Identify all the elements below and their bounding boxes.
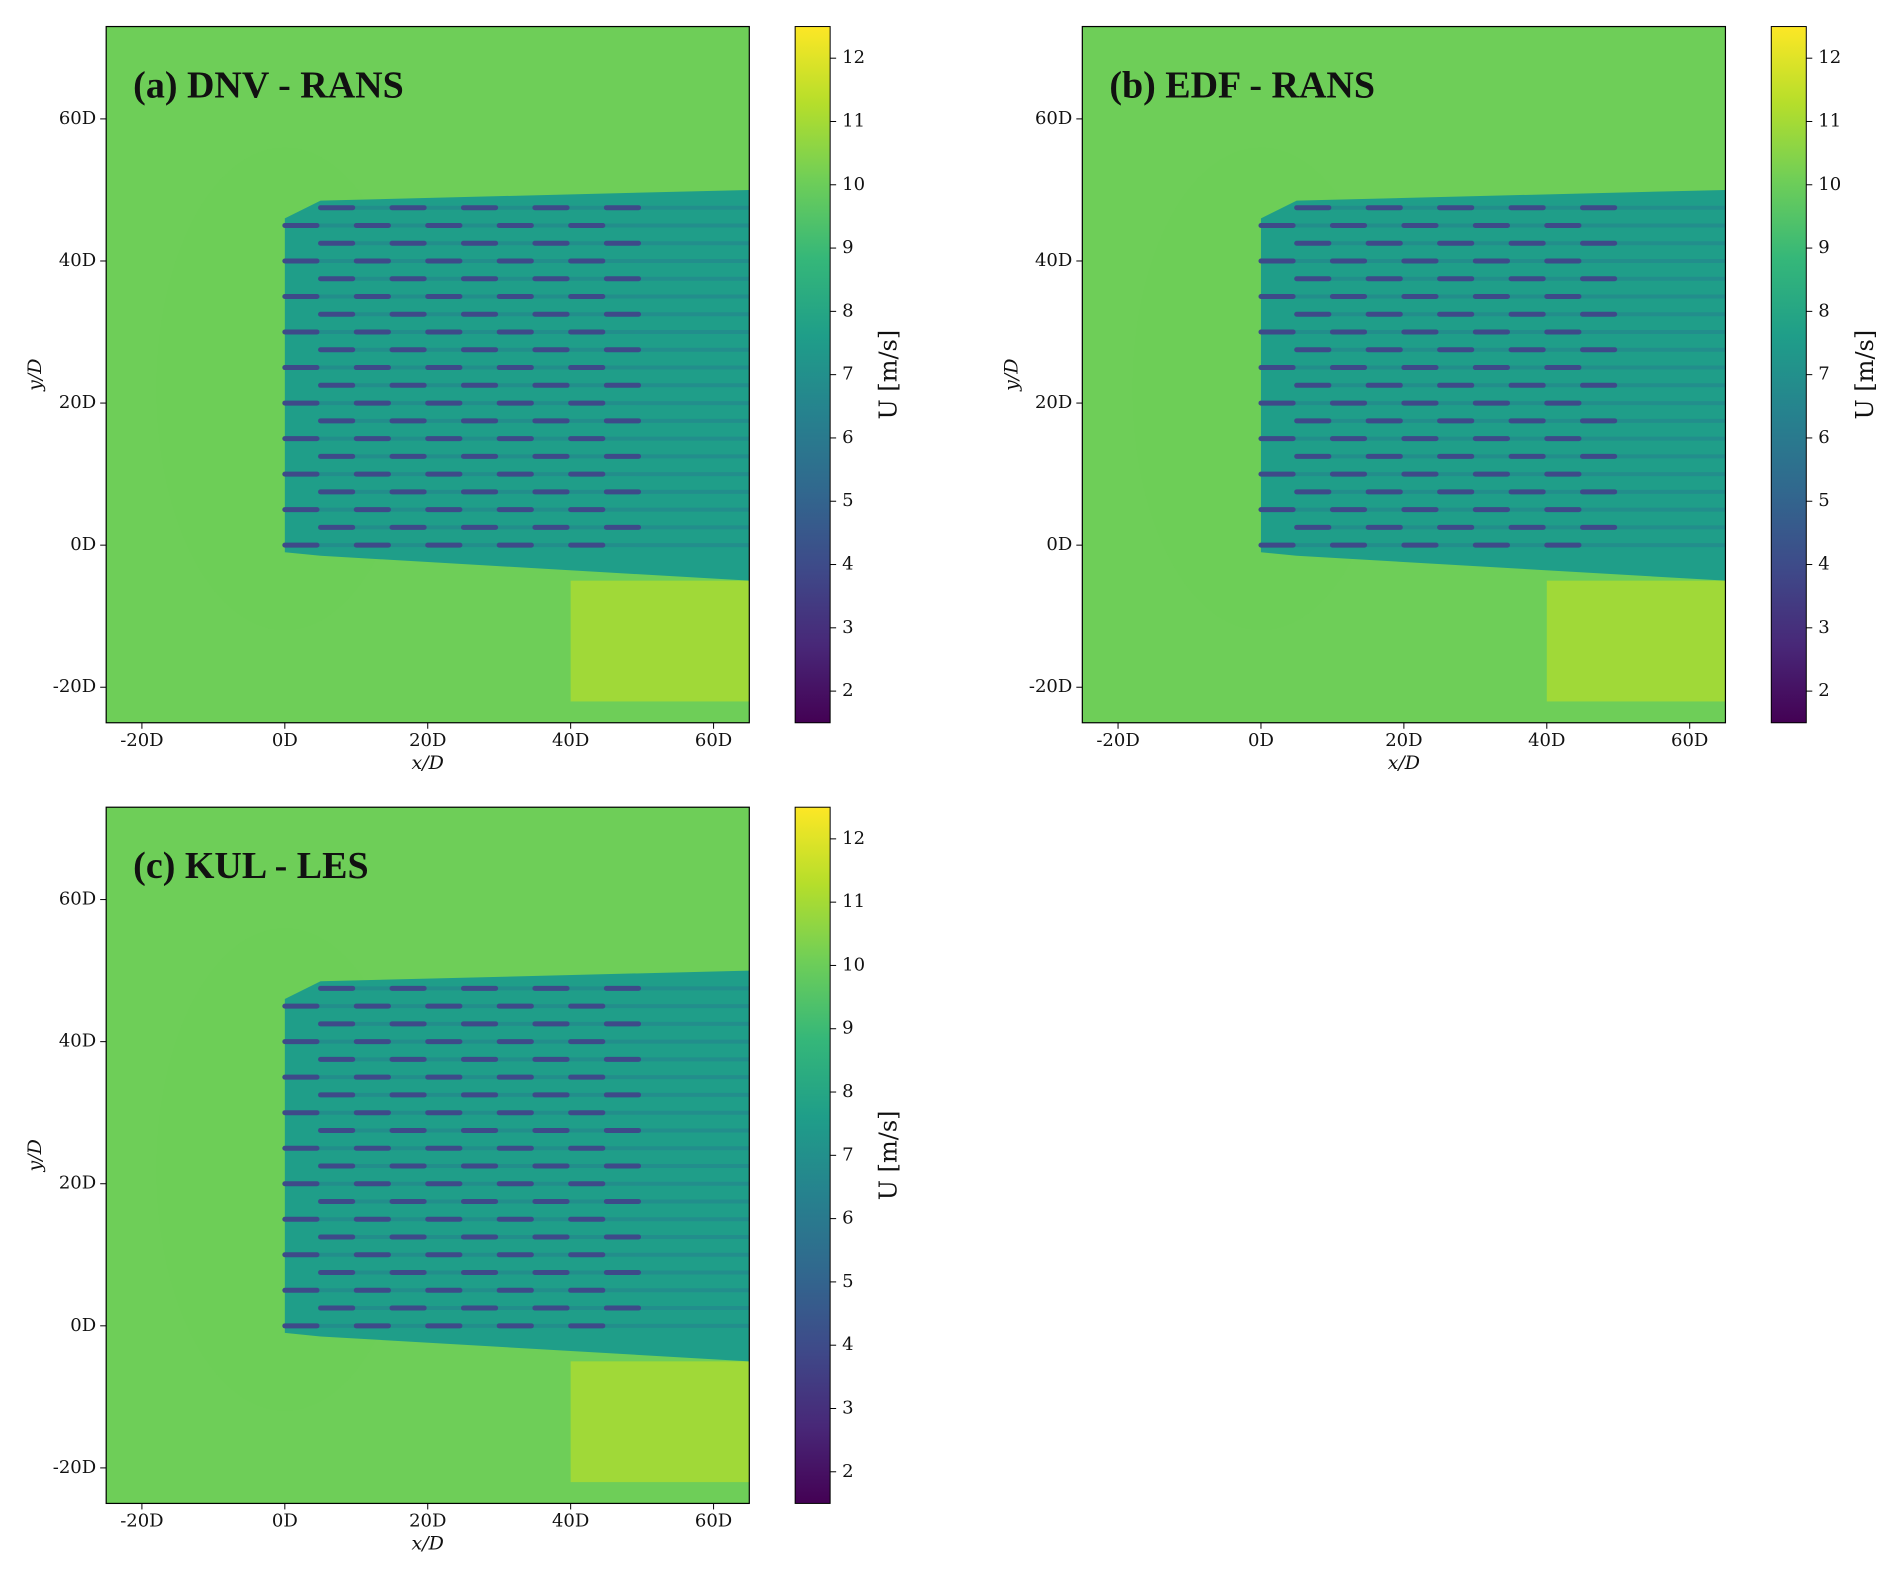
x-axis-label: x/D <box>412 1532 444 1554</box>
x-axis-label: x/D <box>412 752 444 774</box>
colorbar-label: U [m/s] <box>875 330 903 420</box>
colorbar-tick-label: 7 <box>842 364 853 385</box>
field <box>1082 26 1726 723</box>
x-tick-label: -20D <box>120 730 163 751</box>
panel-title: (b) EDF - RANS <box>1109 64 1375 106</box>
x-axis-label: x/D <box>1388 752 1420 774</box>
colorbar-tick-label: 6 <box>842 1208 853 1229</box>
x-tick-label: 0D <box>272 730 298 751</box>
colorbar-tick-label: 9 <box>842 1018 853 1039</box>
colorbar-tick-label: 12 <box>842 828 865 849</box>
y-tick-label: 40D <box>1035 250 1072 271</box>
colorbar-tick-label: 2 <box>842 680 853 701</box>
y-axis-label: y/D <box>24 1139 46 1172</box>
x-tick-label: 60D <box>695 730 732 751</box>
x-tick-label: 0D <box>272 1510 298 1531</box>
colorbar-tick-label: 8 <box>842 300 853 321</box>
colorbar-label: U [m/s] <box>1851 330 1879 420</box>
colorbar-tick-label: 5 <box>842 1271 853 1292</box>
y-tick-label: 60D <box>59 108 96 129</box>
y-tick-label: 0D <box>70 1315 96 1336</box>
x-tick-label: -20D <box>120 1510 163 1531</box>
y-tick-label: -20D <box>1029 676 1072 697</box>
colorbar-tick-label: 12 <box>1818 47 1841 68</box>
y-tick-label: -20D <box>53 1457 96 1478</box>
colorbar-tick-label: 4 <box>842 554 853 575</box>
colorbar <box>1770 26 1807 724</box>
colorbar-tick-label: 8 <box>842 1081 853 1102</box>
colorbar-tick-label: 2 <box>1818 680 1829 701</box>
colorbar-tick-label: 3 <box>1818 617 1829 638</box>
x-tick-label: 60D <box>695 1510 732 1531</box>
colorbar-tick-label: 11 <box>842 891 865 912</box>
colorbar-tick-label: 6 <box>842 427 853 448</box>
y-axis-label: y/D <box>1000 358 1022 391</box>
colorbar-tick-label: 4 <box>1818 554 1829 575</box>
colorbar-tick-label: 10 <box>842 954 865 975</box>
colorbar <box>794 26 831 724</box>
colorbar-tick-label: 11 <box>842 110 865 131</box>
y-tick-label: -20D <box>53 676 96 697</box>
colorbar-tick-label: 12 <box>842 47 865 68</box>
y-tick-label: 60D <box>59 889 96 910</box>
colorbar-label: U [m/s] <box>875 1110 903 1200</box>
colorbar-tick-label: 10 <box>1818 174 1841 195</box>
y-tick-label: 60D <box>1035 108 1072 129</box>
x-tick-label: 60D <box>1671 730 1708 751</box>
x-tick-label: 0D <box>1248 730 1274 751</box>
colorbar-tick-label: 8 <box>1818 300 1829 321</box>
y-tick-label: 40D <box>59 1031 96 1052</box>
colorbar-tick-label: 6 <box>1818 427 1829 448</box>
colorbar <box>794 806 831 1504</box>
colorbar-tick-label: 2 <box>842 1461 853 1482</box>
x-tick-label: 40D <box>552 730 589 751</box>
colorbar-tick-label: 3 <box>842 1397 853 1418</box>
colorbar-tick-label: 3 <box>842 617 853 638</box>
panel-title: (a) DNV - RANS <box>133 64 404 106</box>
colorbar-tick-label: 5 <box>1818 490 1829 511</box>
x-tick-label: 40D <box>552 1510 589 1531</box>
colorbar-tick-label: 7 <box>1818 364 1829 385</box>
y-tick-label: 20D <box>1035 392 1072 413</box>
freestream-fast <box>570 1361 750 1483</box>
freestream-fast <box>570 580 750 702</box>
freestream-fast <box>1546 580 1726 702</box>
colorbar-tick-label: 9 <box>842 237 853 258</box>
field <box>106 807 750 1504</box>
y-axis-label: y/D <box>24 358 46 391</box>
x-tick-label: 20D <box>409 730 446 751</box>
colorbar-tick-label: 5 <box>842 490 853 511</box>
x-tick-label: 40D <box>1528 730 1565 751</box>
panel-title: (c) KUL - LES <box>133 845 368 887</box>
y-tick-label: 40D <box>59 250 96 271</box>
field <box>106 26 750 723</box>
y-tick-label: 0D <box>70 534 96 555</box>
x-tick-label: 20D <box>1385 730 1422 751</box>
y-tick-label: 20D <box>59 392 96 413</box>
colorbar-tick-label: 4 <box>842 1334 853 1355</box>
y-tick-label: 20D <box>59 1173 96 1194</box>
colorbar-tick-label: 7 <box>842 1144 853 1165</box>
x-tick-label: 20D <box>409 1510 446 1531</box>
colorbar-tick-label: 10 <box>842 174 865 195</box>
x-tick-label: -20D <box>1096 730 1139 751</box>
colorbar-tick-label: 11 <box>1818 110 1841 131</box>
colorbar-tick-label: 9 <box>1818 237 1829 258</box>
y-tick-label: 0D <box>1046 534 1072 555</box>
